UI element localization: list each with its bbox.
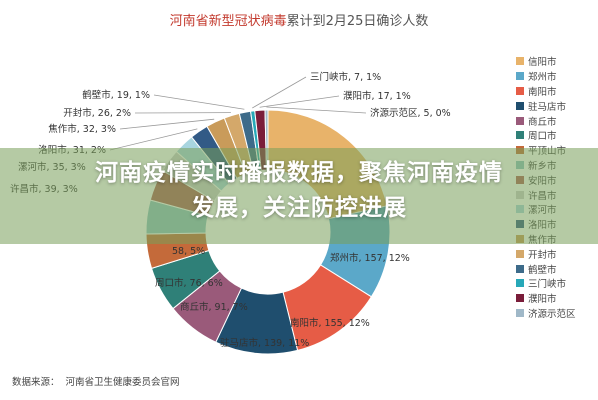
leader-line-濮阳市 [259, 95, 340, 108]
slice-label-周口市: 周口市, 76, 6% [155, 277, 223, 289]
slice-label-济源示范区: 济源示范区, 5, 0% [370, 107, 451, 119]
legend-item-南阳市: 南阳市 [516, 84, 598, 99]
headline-line-1: 河南疫情实时播报数据，聚焦河南疫情 [95, 160, 503, 186]
legend-item-鹤壁市: 鹤壁市 [516, 261, 598, 276]
leader-line-济源示范区 [266, 106, 367, 114]
legend-label: 开封市 [528, 249, 557, 261]
chart-title: 河南省新型冠状病毒累计到2月25日确诊人数 [0, 10, 598, 29]
legend-label: 濮阳市 [528, 294, 557, 306]
legend-item-信阳市: 信阳市 [516, 54, 598, 69]
legend-swatch [516, 308, 524, 317]
slice-label-濮阳市: 濮阳市, 17, 1% [343, 90, 411, 102]
legend-label: 商丘市 [528, 116, 557, 128]
legend-swatch [516, 131, 524, 140]
legend-label: 信阳市 [528, 57, 557, 69]
legend-swatch [516, 264, 524, 273]
source-label: 数据来源： [12, 377, 60, 388]
headline-text: 河南疫情实时播报数据，聚焦河南疫情 发展，关注防控进展 [0, 156, 598, 226]
headline-banner [0, 148, 598, 244]
legend-item-开封市: 开封市 [516, 246, 598, 261]
legend-swatch [516, 86, 524, 95]
legend-swatch [516, 249, 524, 258]
slice-label-焦作市: 焦作市, 32, 3% [48, 123, 116, 135]
legend-swatch [516, 57, 524, 66]
legend-item-三门峡市: 三门峡市 [516, 276, 598, 291]
slice-label-平顶山市: 58, 5% [172, 246, 205, 257]
legend-item-周口市: 周口市 [516, 128, 598, 143]
legend-item-濮阳市: 濮阳市 [516, 291, 598, 306]
legend-swatch [516, 279, 524, 288]
legend-label: 三门峡市 [528, 279, 567, 291]
legend-item-驻马店市: 驻马店市 [516, 98, 598, 113]
leader-line-鹤壁市 [153, 94, 245, 110]
slice-label-商丘市: 商丘市, 91, 7% [180, 301, 248, 313]
legend-label: 南阳市 [528, 86, 557, 98]
leader-line-洛阳市 [109, 128, 198, 151]
data-source: 数据来源： 河南省卫生健康委员会官网 [12, 374, 186, 388]
leader-line-三门峡市 [252, 76, 307, 109]
legend-item-济源示范区: 济源示范区 [516, 306, 598, 321]
legend-swatch [516, 294, 524, 303]
legend-label: 鹤壁市 [528, 264, 557, 276]
slice-label-南阳市: 南阳市, 155, 12% [290, 317, 370, 329]
legend-label: 驻马店市 [528, 101, 567, 113]
chart-title-part2: 累计到2月25日确诊人数 [286, 14, 429, 29]
slice-label-开封市: 开封市, 26, 2% [63, 107, 131, 119]
legend-label: 周口市 [528, 131, 557, 143]
source-text: 河南省卫生健康委员会官网 [65, 377, 180, 388]
legend-swatch [516, 116, 524, 125]
slice-label-三门峡市: 三门峡市, 7, 1% [310, 71, 381, 83]
legend-label: 济源示范区 [528, 308, 576, 320]
leader-line-焦作市 [119, 118, 215, 130]
slice-label-郑州市: 郑州市, 157, 12% [330, 252, 410, 264]
slice-label-驻马店市: 驻马店市, 139, 11% [220, 337, 309, 349]
slice-label-鹤壁市: 鹤壁市, 19, 1% [82, 89, 150, 101]
chart-title-part1: 河南省新型冠状病毒 [169, 14, 287, 29]
legend-swatch [516, 101, 524, 110]
legend-swatch [516, 72, 524, 81]
legend-item-郑州市: 郑州市 [516, 69, 598, 84]
headline-line-2: 发展，关注防控进展 [191, 195, 407, 221]
legend-item-商丘市: 商丘市 [516, 113, 598, 128]
legend-label: 郑州市 [528, 72, 557, 84]
